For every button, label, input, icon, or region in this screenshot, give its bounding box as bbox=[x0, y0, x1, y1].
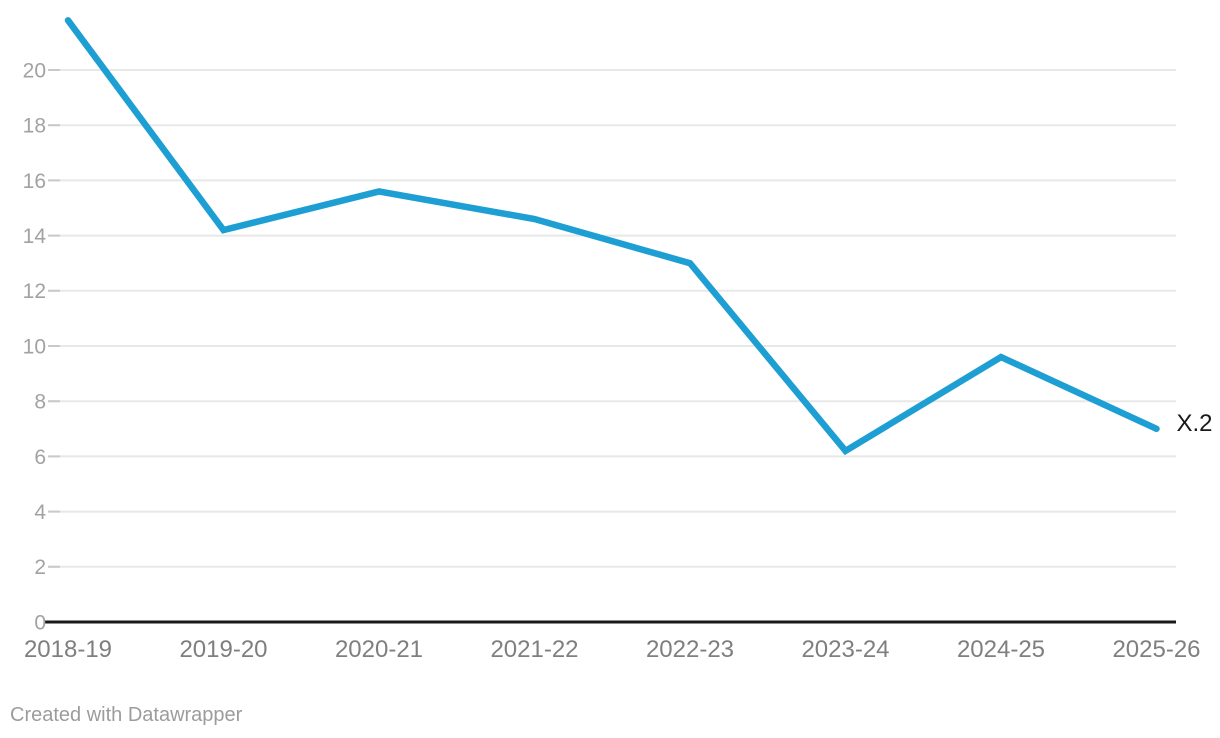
y-axis-label: 18 bbox=[23, 115, 46, 138]
chart-canvas: 0 2 4 6 8 10 12 14 16 18 20 2018-19 2019-20 2020-21 20… bbox=[23, 17, 1213, 663]
x-axis-label: 2023-24 bbox=[801, 636, 889, 663]
y-axis-label: 0 bbox=[34, 611, 46, 634]
y-axis-label: 4 bbox=[34, 501, 46, 524]
series-end-label: X.2 bbox=[1177, 410, 1213, 437]
y-axis-label: 16 bbox=[23, 170, 46, 193]
y-axis-label: 20 bbox=[23, 59, 46, 82]
x-axis-label: 2022-23 bbox=[646, 636, 734, 663]
y-axis-label: 14 bbox=[23, 225, 47, 248]
y-axis-label: 2 bbox=[34, 556, 46, 579]
y-axis-label: 6 bbox=[34, 446, 46, 469]
x-axis-label: 2019-20 bbox=[179, 636, 267, 663]
y-axis-label: 10 bbox=[23, 335, 46, 358]
x-axis-label: 2020-21 bbox=[335, 636, 423, 663]
datawrapper-attribution-link[interactable]: Created with Datawrapper bbox=[10, 704, 243, 726]
data-line bbox=[64, 17, 1160, 456]
x-axis-label: 2025-26 bbox=[1112, 636, 1200, 663]
x-axis-label: 2021-22 bbox=[490, 636, 578, 663]
x-axis-label: 2018-19 bbox=[24, 636, 112, 663]
y-axis-label: 8 bbox=[34, 391, 46, 414]
y-axis-label: 12 bbox=[23, 280, 46, 303]
x-axis-label: 2024-25 bbox=[957, 636, 1045, 663]
